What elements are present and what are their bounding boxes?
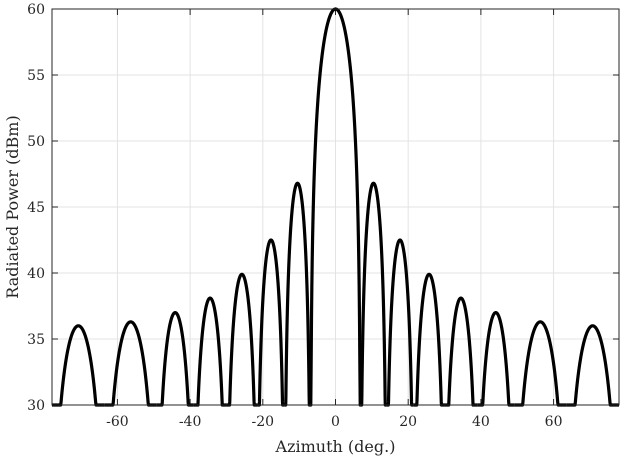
pattern-lobe <box>103 320 158 407</box>
y-axis-label: Radiated Power (dBm) <box>3 115 22 298</box>
tick-labels: -60 -40 -20 0 20 40 60 30 35 40 45 50 55 60 <box>27 2 562 430</box>
x-tick-label: -40 <box>179 414 202 430</box>
y-tick-label: 50 <box>27 134 45 150</box>
pattern-lobe <box>225 272 259 407</box>
x-tick-label: 60 <box>545 414 563 430</box>
series-layer <box>50 7 621 407</box>
plot-frame <box>51 8 620 406</box>
pattern-lobe <box>155 311 196 407</box>
y-tick-label: 40 <box>27 266 45 282</box>
pattern-lobe <box>412 272 446 407</box>
pattern-lobe <box>192 296 228 407</box>
x-tick-label: 40 <box>472 414 490 430</box>
pattern-lobe <box>513 320 568 407</box>
x-tick-label: -60 <box>106 414 129 430</box>
y-tick-label: 30 <box>27 398 45 414</box>
y-tick-label: 35 <box>27 332 45 348</box>
x-axis-label: Azimuth (deg.) <box>275 437 396 456</box>
pattern-lobe <box>50 324 106 407</box>
pattern-lobe <box>255 238 287 407</box>
pattern-lobe <box>475 311 516 407</box>
x-tick-label: 20 <box>399 414 417 430</box>
pattern-lobe <box>384 238 416 407</box>
pattern-lobe <box>283 181 312 407</box>
y-tick-label: 60 <box>27 2 45 18</box>
pattern-lobe <box>359 181 388 407</box>
y-tick-label: 45 <box>27 200 45 216</box>
y-tick-label: 55 <box>27 68 45 84</box>
x-tick-label: -20 <box>252 414 275 430</box>
pattern-lobe <box>565 324 621 407</box>
x-tick-label: 0 <box>331 414 340 430</box>
pattern-lobe <box>443 296 479 407</box>
